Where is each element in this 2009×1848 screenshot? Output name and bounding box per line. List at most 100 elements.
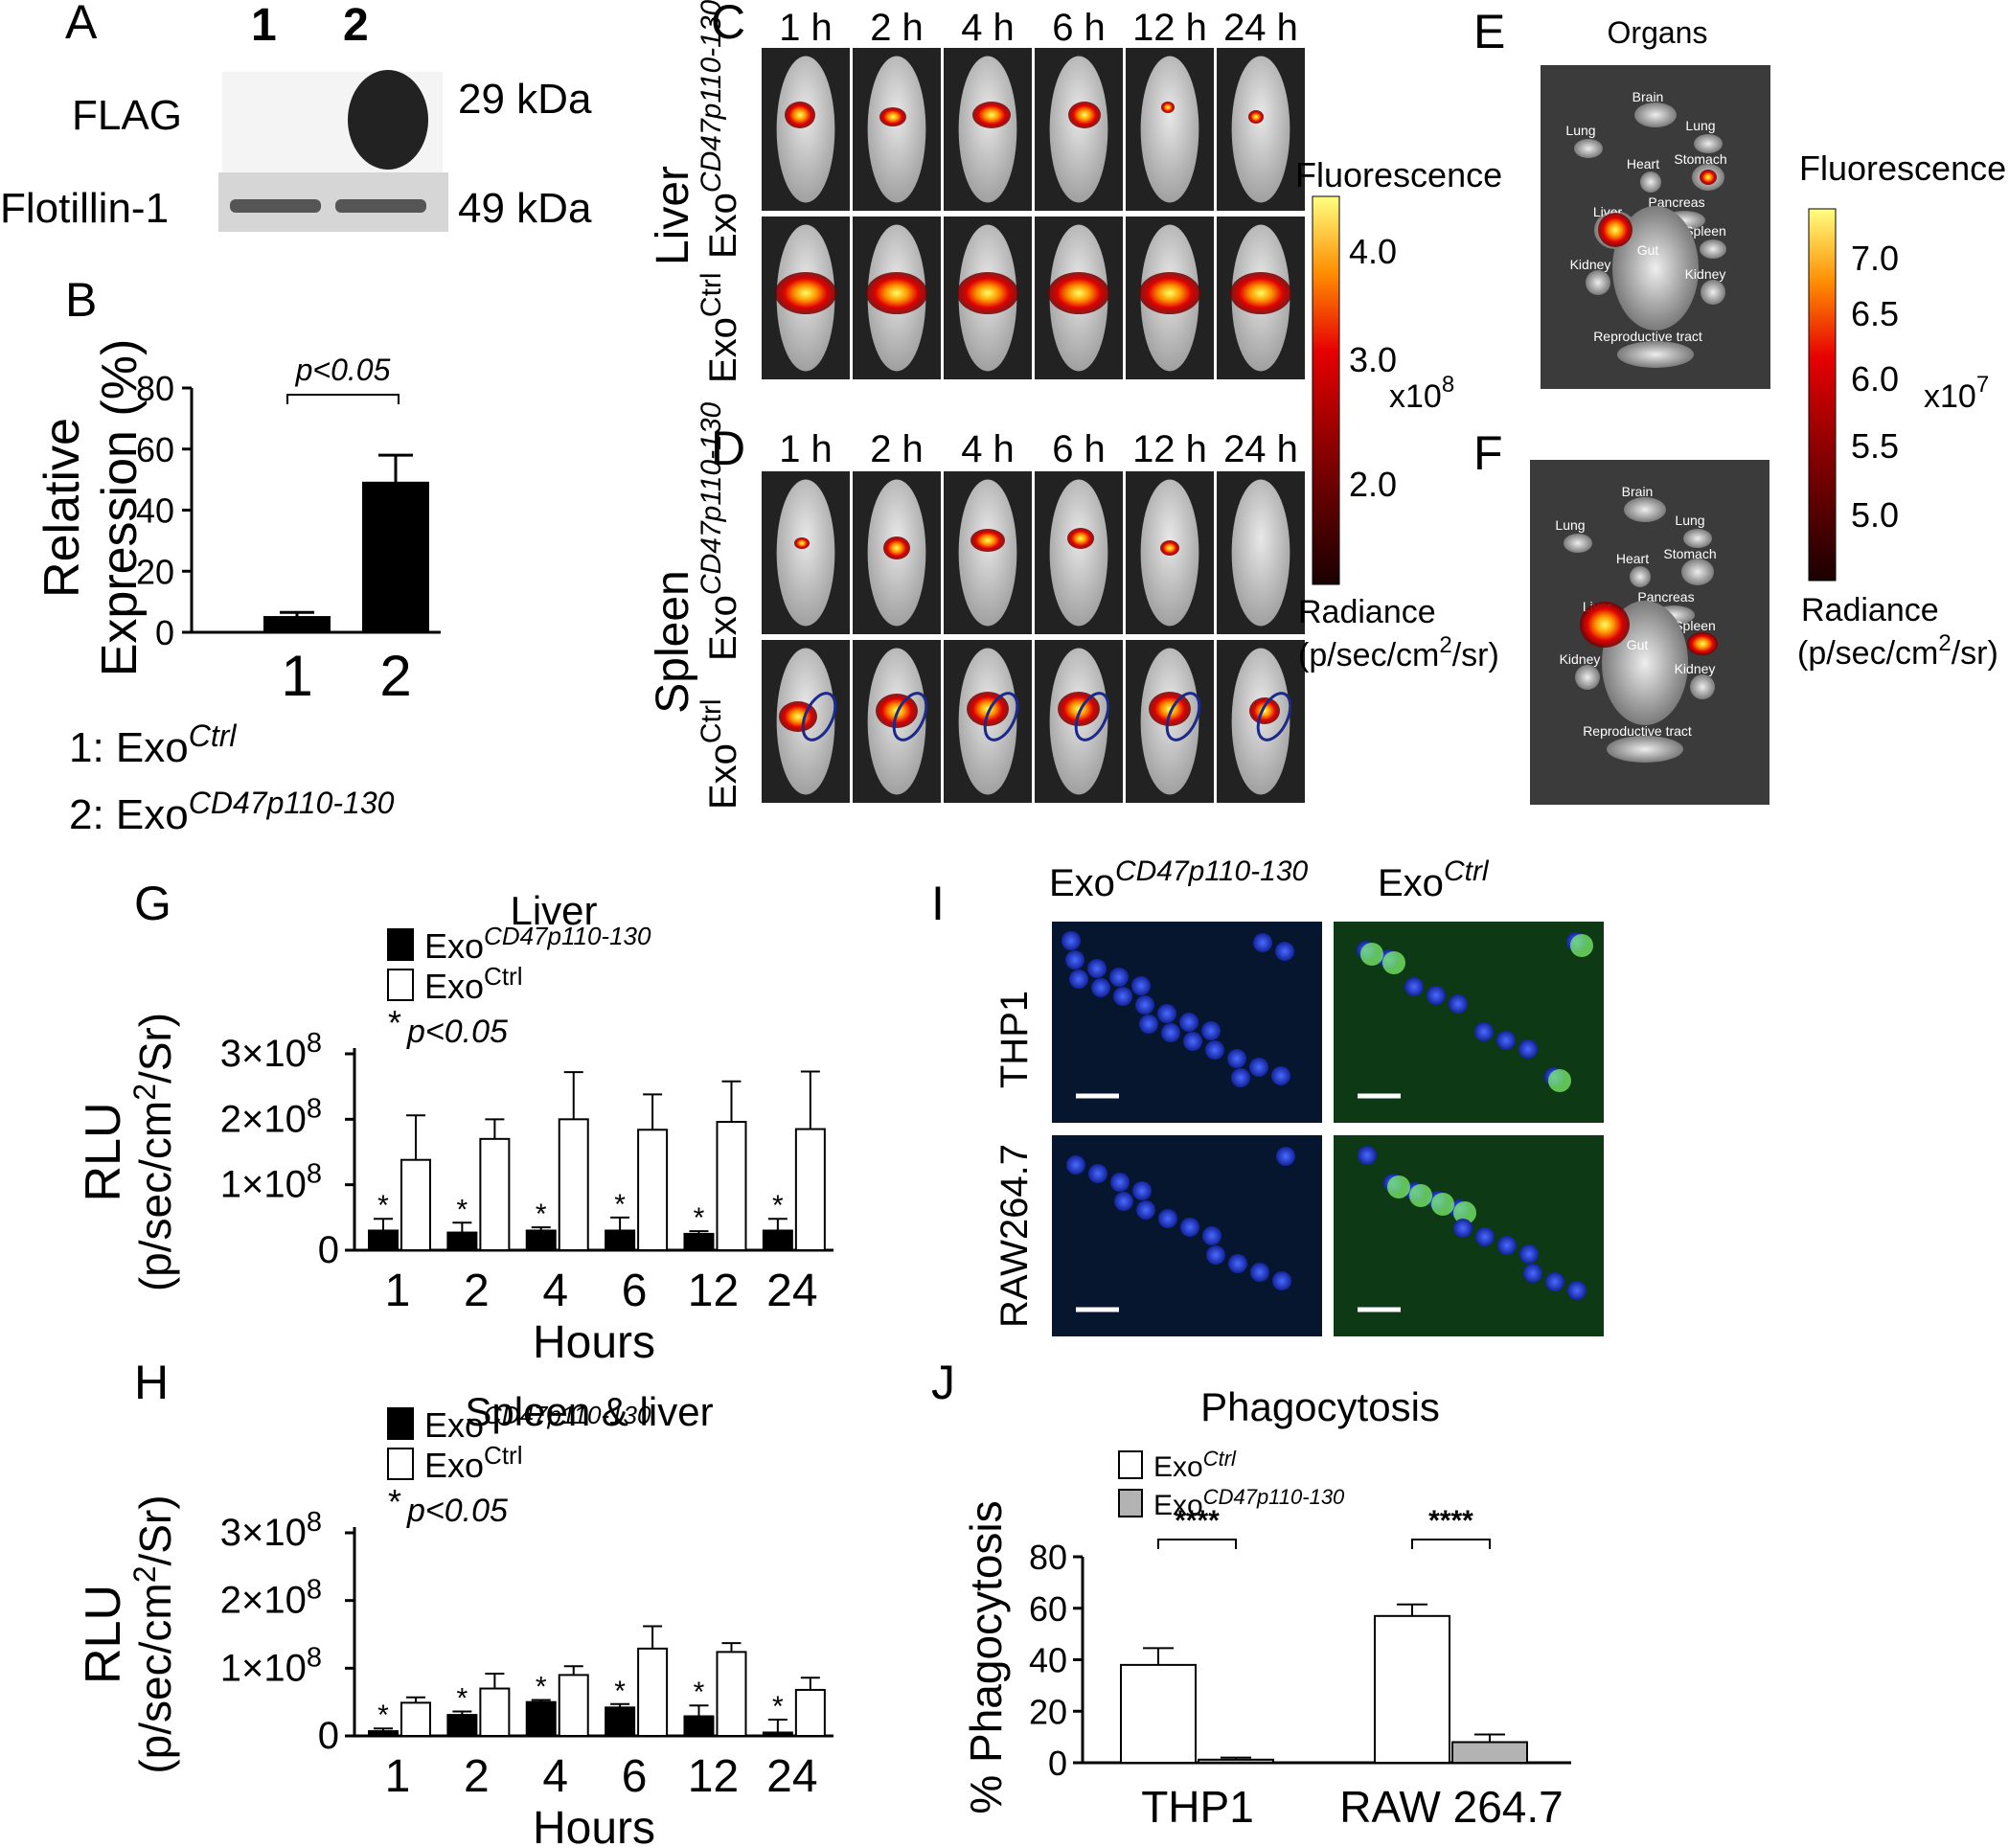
cell-nucleus (1427, 986, 1446, 1005)
sig-marker: * (614, 1189, 626, 1221)
organ-label: Spleen (1674, 618, 1716, 633)
timepoint-label: 12 h (1132, 7, 1207, 49)
timepoint-label: 24 h (1223, 428, 1298, 470)
organ (1564, 534, 1592, 553)
organ-label: Kidney (1675, 661, 1716, 676)
cell-nucleus (1113, 987, 1132, 1006)
organ-label: Heart (1627, 156, 1659, 171)
y-tick-label: 0 (318, 1229, 339, 1271)
x-tick-label: 4 (542, 1751, 568, 1802)
y-tick-label: 2×108 (220, 1093, 322, 1140)
organ-fluorescence (1687, 632, 1718, 655)
timepoint-label: 1 h (779, 428, 833, 470)
legend-sig-marker: * (388, 1482, 401, 1521)
colorbar-ef-tick-60: 6.0 (1851, 359, 1899, 399)
bar (716, 1121, 747, 1251)
fluorescence-signal (957, 272, 1018, 314)
fluorescence-signal (1068, 102, 1101, 128)
legend-sig-text: p<0.05 (406, 1014, 508, 1050)
cell-nucleus (1114, 1192, 1133, 1211)
green-exosome-signal (1409, 1184, 1432, 1207)
blot-row-label-flotillin: Flotillin-1 (0, 185, 169, 232)
fluorescence-signal (1248, 110, 1264, 124)
fluorescence-signal (883, 536, 910, 559)
timepoint-label: 4 h (961, 7, 1015, 49)
sig-marker: * (377, 1700, 389, 1731)
panel-d: D 1 h 2 h 4 h 6 h 12 h 24 h Spleen ExoCD47p11… (648, 401, 1305, 810)
bar (794, 1688, 826, 1737)
group-label-d-ctrl: ExoCtrl (696, 698, 744, 810)
panel-g: G Liver 0 1×108 2×108 3×108 * 1 * 2 * 4 * 6 * 12 * 24 Hou… (76, 877, 833, 1368)
fluorescence-signal (794, 537, 810, 549)
cell-nucleus (1545, 1272, 1564, 1291)
colorbar-cd-bar (1312, 195, 1340, 585)
x-tick-label: 1 (385, 1751, 411, 1802)
y-axis-label: RLU (76, 1585, 131, 1684)
panel-b: B 0 20 40 60 80 1 2 p<0.05 Relative Expression (%… (34, 273, 441, 838)
roi-outline (1256, 692, 1292, 741)
sig-marker: * (694, 1677, 705, 1708)
green-exosome-signal (1382, 951, 1405, 974)
y-tick-label: 0 (318, 1715, 339, 1757)
cell-nucleus (1109, 968, 1129, 987)
cell-nucleus (1227, 1049, 1246, 1068)
x-tick-label: 12 (688, 1751, 739, 1802)
colorbar-cd-tick-30: 3.0 (1349, 340, 1397, 379)
panel-letter-c: C (711, 0, 745, 49)
mouse-body (1140, 56, 1199, 203)
mouse-body (1231, 56, 1290, 203)
cell-nucleus (1271, 1066, 1290, 1085)
mouse-body (1049, 479, 1108, 627)
bar (637, 1647, 669, 1737)
mouse-body (776, 479, 835, 627)
green-exosome-signal (1548, 1069, 1571, 1092)
x-tick-label: 2 (379, 644, 411, 708)
x-tick-label: 12 (688, 1266, 739, 1316)
organ (1690, 674, 1715, 699)
colorbar-cd-unit-1: Radiance (1298, 594, 1436, 630)
mouse-body (867, 56, 926, 203)
organ (1683, 529, 1712, 548)
cell-nucleus (1066, 1155, 1085, 1175)
cell-nucleus (1358, 1146, 1377, 1165)
x-tick-label: 24 (766, 1751, 817, 1802)
fluorescence-signal (1067, 528, 1094, 549)
timepoint-label: 2 h (870, 7, 924, 49)
organ (1575, 665, 1600, 690)
bar (716, 1651, 747, 1737)
legend-swatch (387, 928, 414, 961)
timepoint-label: 1 h (779, 7, 833, 49)
colorbar-cd-tick-40: 4.0 (1349, 232, 1397, 271)
roi-outline (1074, 692, 1110, 741)
cell-nucleus (1567, 1281, 1587, 1300)
legend-label: ExoCtrl (424, 1441, 522, 1485)
y-tick-label: 40 (136, 491, 174, 531)
bar (400, 1158, 431, 1251)
cell-nucleus (1276, 1147, 1295, 1166)
cell-nucleus (1249, 1058, 1268, 1077)
bar (558, 1674, 589, 1738)
organ (1612, 206, 1699, 331)
x-tick-label: 1 (385, 1266, 411, 1316)
mouse-body (776, 56, 835, 203)
cell-nucleus (1475, 1227, 1495, 1246)
colorbar-ef-bar (1808, 208, 1837, 582)
imaging-grid-c (762, 48, 1305, 379)
group-label-c-ctrl: ExoCtrl (696, 272, 744, 383)
cell-nucleus (1179, 1013, 1199, 1032)
timepoint-label: 4 h (961, 428, 1015, 470)
cell-nucleus (1453, 1219, 1473, 1238)
group-label-c-cd47: ExoCD47p110-130 (696, 0, 744, 259)
panel-letter-f: F (1473, 426, 1503, 480)
fluorescence-signal (879, 107, 906, 126)
organ-label: Gut (1627, 637, 1649, 652)
colorbar-ef-unit-2: (p/sec/cm2/sr) (1797, 630, 1998, 672)
panel-letter-h: H (134, 1356, 169, 1409)
cell-nucleus (1183, 1032, 1202, 1051)
bar (1198, 1758, 1274, 1765)
legend-swatch (387, 1448, 414, 1480)
organ-label: Pancreas (1637, 589, 1694, 605)
organ (1701, 280, 1725, 305)
y-tick-label: 3×108 (220, 1507, 322, 1554)
panel-letter-d: D (711, 422, 745, 475)
